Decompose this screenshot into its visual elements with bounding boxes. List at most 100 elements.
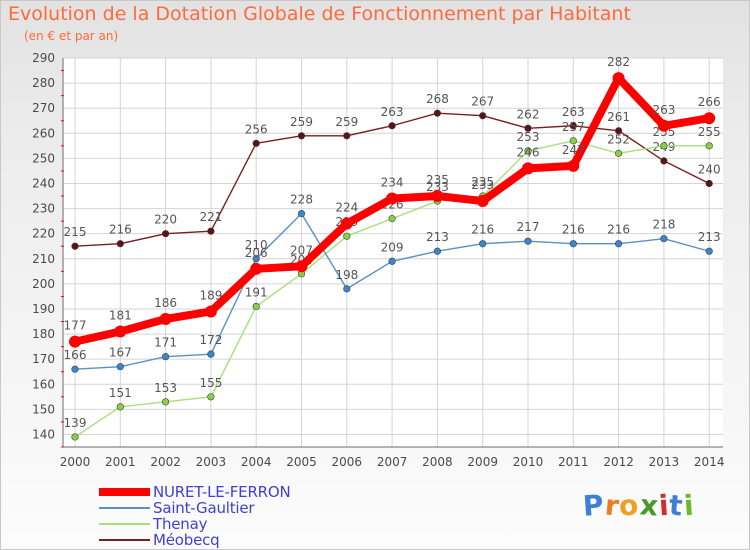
data-point [69,335,81,348]
legend-item: NURET-LE-FERRON [99,484,291,500]
x-tick-label: 2011 [558,455,589,469]
data-point [431,190,444,203]
data-label: 263 [562,105,585,119]
data-point [612,72,625,85]
legend-swatch [99,507,150,509]
data-label: 166 [64,348,87,362]
x-tick-label: 2010 [513,455,544,469]
y-tick-label: 240 [32,176,55,190]
data-point [207,350,215,358]
x-tick-label: 2003 [196,455,227,469]
data-label: 233 [426,180,449,194]
data-label: 256 [245,122,268,136]
data-point [388,215,396,223]
data-point [476,195,489,208]
y-tick-label: 150 [32,402,55,416]
data-point [297,210,306,218]
data-point [567,159,580,172]
data-point [569,122,577,130]
data-point [116,240,124,248]
series-m-obecq: 215 216 220 221 256 259 259 263 268 267 262 263 261 2… [64,92,721,250]
data-label: 266 [698,95,721,109]
data-label: 191 [245,285,268,299]
data-point [660,235,668,243]
data-label: 263 [652,103,675,117]
data-point [524,237,532,245]
data-label: 177 [64,319,87,333]
legend-item: Saint-Gaultier [99,500,291,516]
legend-swatch [99,488,150,496]
data-point [71,433,79,441]
data-label: 139 [64,416,87,430]
data-label: 213 [426,230,449,244]
data-label: 234 [381,176,404,190]
data-point [705,247,713,255]
data-point [71,242,79,250]
proxiti-logo: Proxiti [582,488,696,523]
legend-label: Thenay [153,515,208,533]
data-point [614,149,623,157]
logo-letter: o [618,488,641,523]
data-point [116,363,124,371]
data-point [479,240,487,248]
legend-item: Thenay [99,516,291,532]
y-tick-label: 250 [32,151,55,165]
x-tick-label: 2013 [649,455,680,469]
data-point [207,393,215,401]
y-tick-label: 200 [32,277,55,291]
data-label: 216 [109,223,132,237]
data-label: 216 [607,223,630,237]
data-point [162,353,170,361]
x-tick-label: 2009 [467,455,498,469]
data-point [705,142,713,150]
data-point [660,142,668,150]
x-tick-label: 2001 [105,455,136,469]
x-tick-label: 2005 [286,455,317,469]
data-label: 215 [64,225,87,239]
x-tick-label: 2006 [332,455,363,469]
data-label: 189 [199,288,222,302]
data-label: 171 [154,336,177,350]
data-point [162,230,170,238]
data-label: 257 [562,120,585,134]
data-label: 282 [607,55,630,69]
data-point [252,302,260,311]
data-point [340,217,353,230]
chart-title: Evolution de la Dotation Globale de Fonc… [8,3,631,25]
data-point [703,112,716,125]
data-point [116,403,124,411]
data-point [705,179,713,188]
data-label: 235 [471,175,494,189]
y-tick-label: 260 [32,126,55,140]
y-tick-label: 160 [32,377,55,391]
data-point [297,132,306,140]
data-label: 247 [562,143,585,157]
data-point [295,260,308,273]
data-point [657,119,670,132]
legend-label: Méobecq [153,531,220,549]
data-label: 262 [517,107,540,121]
data-label: 261 [607,110,630,124]
data-label: 167 [109,346,132,360]
data-label: 263 [381,105,404,119]
data-label: 220 [154,213,177,227]
legend-item: Méobecq [99,532,291,548]
data-label: 213 [698,230,721,244]
data-label: 268 [426,92,449,106]
data-point [569,240,577,248]
data-point [71,365,79,373]
data-label: 233 [471,178,494,192]
data-point [204,305,217,318]
data-point [388,257,396,265]
data-label: 216 [562,223,585,237]
data-point [159,313,172,326]
series-saint-gaultier: 166 167 171 172 210 228 198 209 213 216 217 216 216 2… [64,193,721,373]
y-tick-label: 190 [32,302,55,316]
y-tick-label: 280 [32,76,55,90]
y-tick-label: 220 [32,227,55,241]
data-label: 198 [335,268,358,282]
chart-subtitle: (en € et par an) [24,29,119,43]
legend-swatch [99,523,150,525]
